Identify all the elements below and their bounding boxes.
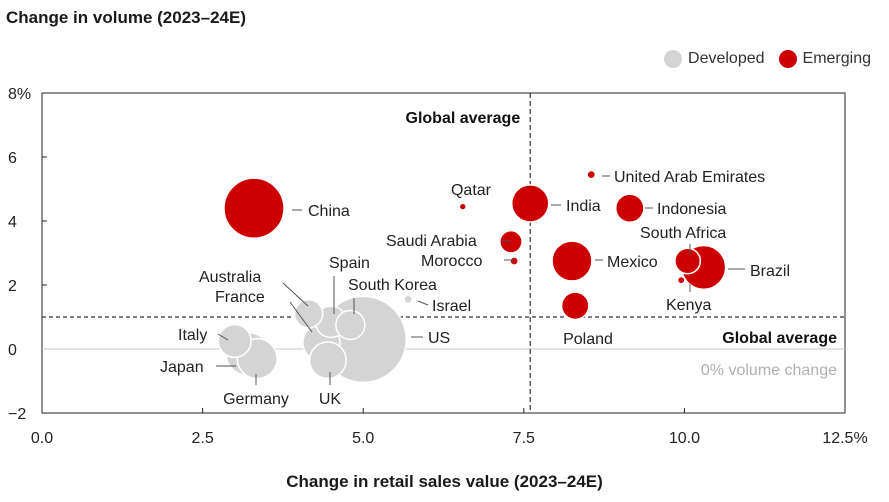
x-tick-label: 2.5 bbox=[191, 430, 213, 447]
bubble-south-africa bbox=[674, 247, 702, 275]
x-tick-label: 5.0 bbox=[352, 430, 374, 447]
legend: Developed Emerging bbox=[650, 50, 871, 68]
legend-swatch-emerging bbox=[778, 50, 797, 68]
chart-title: Change in volume (2023–24E) bbox=[6, 8, 246, 27]
point-label-us: US bbox=[428, 330, 450, 347]
point-label-brazil: Brazil bbox=[750, 263, 790, 280]
bubble-italy bbox=[217, 323, 252, 359]
point-label-israel: Israel bbox=[432, 298, 471, 315]
point-label-indonesia: Indonesia bbox=[657, 201, 726, 218]
legend-label-developed: Developed bbox=[688, 50, 765, 67]
legend-label-emerging: Emerging bbox=[802, 50, 871, 67]
leader-line-france bbox=[289, 301, 313, 333]
x-tick-label: 7.5 bbox=[513, 430, 535, 447]
x-tick-label: 12.5% bbox=[822, 430, 867, 447]
legend-swatch-developed bbox=[664, 50, 683, 68]
point-label-qatar: Qatar bbox=[451, 182, 492, 199]
bubble-kenya bbox=[676, 275, 686, 285]
point-label-japan: Japan bbox=[160, 359, 204, 376]
bubble-saudi-arabia bbox=[499, 229, 523, 254]
labels-layer: China Qatar India Saudi Arabia Morocco United… bbox=[160, 169, 790, 408]
leader-line-australia bbox=[282, 282, 309, 307]
zero-volume-label: 0% volume change bbox=[701, 362, 837, 379]
axes-layer: −2 0 2 4 6 8% 0.0 2.5 5.0 7.5 10.0 12.5% bbox=[8, 86, 868, 447]
leader-line-italy bbox=[217, 333, 229, 341]
point-label-kenya: Kenya bbox=[666, 297, 711, 314]
point-label-india: India bbox=[566, 198, 601, 215]
bubble-south-korea bbox=[335, 309, 366, 341]
point-label-south-africa: South Africa bbox=[640, 225, 726, 242]
global-average-horizontal-label: Global average bbox=[722, 330, 837, 347]
plot-frame bbox=[41, 92, 846, 414]
legend-item-developed: Developed bbox=[664, 50, 765, 68]
x-tick-label: 0.0 bbox=[31, 430, 53, 447]
y-tick-label: 2 bbox=[8, 278, 17, 295]
y-tick-label: 4 bbox=[8, 214, 17, 231]
leader-line-israel bbox=[417, 300, 429, 306]
bubble-uk bbox=[308, 341, 347, 380]
point-label-australia: Australia bbox=[199, 269, 261, 286]
bubble-poland bbox=[560, 291, 590, 321]
y-tick-label: −2 bbox=[8, 406, 26, 423]
legend-item-emerging: Emerging bbox=[778, 50, 871, 68]
bubble-united-arab-emirates bbox=[586, 169, 597, 180]
point-label-mexico: Mexico bbox=[607, 254, 658, 271]
bubble-mexico bbox=[551, 240, 593, 282]
bubble-qatar bbox=[458, 202, 467, 211]
bubble-india bbox=[510, 184, 550, 223]
point-label-saudi-arabia: Saudi Arabia bbox=[386, 233, 477, 250]
bubbles-layer bbox=[217, 169, 727, 384]
point-label-united-arab-emirates: United Arab Emirates bbox=[614, 169, 765, 186]
bubble-china bbox=[223, 177, 285, 239]
x-axis-label: Change in retail sales value (2023–24E) bbox=[286, 472, 603, 491]
bubble-indonesia bbox=[614, 193, 645, 224]
point-label-spain: Spain bbox=[329, 255, 370, 272]
y-tick-label: 8% bbox=[8, 86, 31, 103]
point-label-poland: Poland bbox=[563, 331, 613, 348]
global-average-vertical-label: Global average bbox=[406, 110, 521, 127]
point-label-south-korea: South Korea bbox=[348, 277, 437, 294]
point-label-morocco: Morocco bbox=[421, 253, 482, 270]
point-label-china: China bbox=[308, 203, 350, 220]
x-tick-label: 10.0 bbox=[669, 430, 700, 447]
point-label-germany: Germany bbox=[223, 391, 289, 408]
y-tick-label: 0 bbox=[8, 342, 17, 359]
point-label-france: France bbox=[215, 289, 265, 306]
bubble-morocco bbox=[509, 256, 519, 266]
bubble-israel bbox=[403, 294, 413, 305]
point-label-italy: Italy bbox=[178, 327, 207, 344]
reference-lines-layer: 0% volume change Global average Global ave… bbox=[42, 93, 845, 413]
y-tick-label: 6 bbox=[8, 150, 17, 167]
point-label-uk: UK bbox=[319, 391, 342, 408]
